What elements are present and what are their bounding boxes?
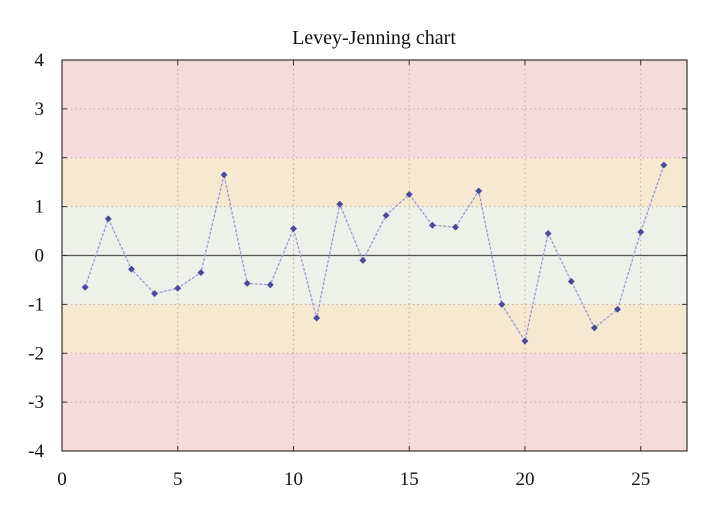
- data-point-25: [637, 228, 645, 236]
- data-point-22: [567, 277, 575, 285]
- data-point-3: [127, 265, 135, 273]
- y-tick-label-5: -1: [28, 294, 44, 315]
- x-tick-label-3: 15: [400, 469, 419, 490]
- data-point-10: [289, 225, 298, 233]
- x-tick-label-2: 10: [284, 469, 303, 490]
- data-point-14: [382, 211, 390, 219]
- data-point-17: [451, 223, 460, 231]
- y-tick-label-2: 2: [35, 148, 45, 169]
- data-point-24: [614, 305, 622, 313]
- data-point-18: [475, 187, 483, 195]
- data-point-19: [498, 300, 506, 308]
- x-tick-label-4: 20: [515, 469, 534, 490]
- data-series: [81, 161, 668, 345]
- data-point-20: [521, 337, 529, 345]
- data-point-7: [220, 171, 228, 179]
- y-tick-label-4: 0: [35, 246, 45, 267]
- chart-title: Levey-Jenning chart: [292, 27, 456, 49]
- data-point-1: [81, 283, 89, 291]
- data-point-9: [266, 281, 274, 289]
- grid-lines: [62, 60, 687, 451]
- y-tick-label-0: 4: [35, 50, 45, 71]
- data-point-16: [428, 221, 436, 229]
- y-tick-label-7: -3: [28, 392, 44, 413]
- data-point-4: [151, 290, 159, 298]
- data-point-6: [197, 269, 205, 277]
- data-point-15: [405, 190, 413, 198]
- data-point-12: [336, 200, 344, 208]
- series-line-0: [84, 164, 665, 343]
- y-tick-label-1: 3: [35, 99, 45, 120]
- control-band-2: [62, 157, 687, 207]
- x-tick-label-0: 0: [57, 469, 67, 490]
- data-point-26: [660, 161, 668, 169]
- x-tick-label-1: 5: [173, 469, 183, 490]
- y-tick-label-8: -4: [28, 441, 44, 462]
- x-tick-label-5: 25: [631, 469, 650, 490]
- control-band-3: [62, 304, 687, 354]
- data-point-23: [590, 324, 598, 332]
- data-point-5: [174, 284, 182, 292]
- data-point-21: [544, 229, 552, 238]
- data-point-2: [104, 215, 112, 223]
- data-point-8: [243, 279, 251, 287]
- data-point-13: [359, 256, 367, 264]
- data-point-11: [313, 314, 321, 322]
- y-tick-label-3: 1: [35, 197, 45, 218]
- y-tick-label-6: -2: [28, 343, 44, 364]
